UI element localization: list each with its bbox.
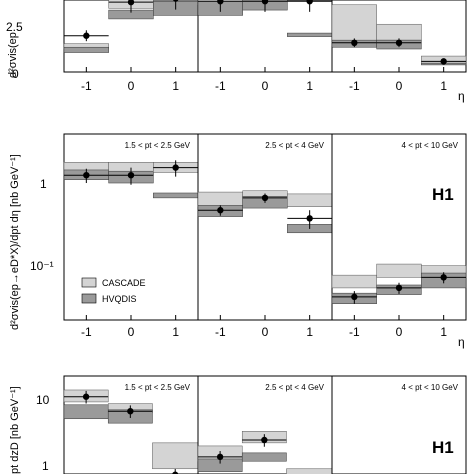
bottom-ytick-1: 1 (42, 459, 49, 473)
eta-tick-middle-2-1: 0 (396, 325, 403, 339)
data-point-bottom-0-0 (82, 393, 90, 400)
data-point-top-1-0 (217, 0, 224, 5)
chart-panels: -1 0 1 -1 0 1 -1 0 1 1.5 < pt < 2.5 GeV -1 0 1 2.5 < … (63, 0, 467, 474)
data-point-bottom-0-2 (172, 471, 179, 474)
data-point-bottom-1-0 (216, 453, 224, 461)
eta-tick-middle-0-1: 0 (128, 325, 135, 339)
data-point-top-2-2 (440, 58, 447, 65)
data-point-middle-1-1 (261, 194, 269, 202)
data-point-middle-2-0 (351, 293, 358, 301)
subpanel-label-bottom-2: 4 < pt < 10 GeV (402, 383, 459, 392)
panel-frame-bottom-2 (331, 375, 467, 474)
eta-axis-label-top: η (458, 89, 465, 103)
data-point-bottom-0-1 (127, 407, 134, 415)
eta-tick-top-2-1: 0 (396, 79, 403, 93)
subpanel-label-middle-0: 1.5 < pt < 2.5 GeV (125, 141, 191, 150)
data-point-bottom-1-1 (261, 436, 268, 444)
eta-tick-top-0-1: 0 (128, 79, 135, 93)
cascade-band-middle-1-0 (197, 191, 243, 207)
eta-tick-middle-2-2: 1 (440, 325, 447, 339)
data-point-middle-1-2 (306, 215, 313, 222)
h1-label-bottom: H1 (432, 438, 454, 457)
legend-swatch-hvqdis (81, 293, 97, 304)
data-point-middle-2-1 (395, 284, 403, 292)
cascade-band-middle-1-2 (287, 193, 333, 207)
eta-tick-middle-0-0: -1 (81, 325, 92, 339)
data-point-top-2-1 (395, 39, 403, 47)
top-ytick-2.5: 2.5 (6, 20, 23, 34)
subpanel-label-middle-2: 4 < pt < 10 GeV (402, 141, 459, 150)
y-axis-label-bottom: pt dzD [nb GeV⁻¹] (9, 386, 21, 474)
panel-frame-middle-0 (63, 133, 199, 321)
cascade-band-middle-2-0 (331, 274, 377, 289)
data-point-top-0-2 (172, 0, 179, 2)
data-point-middle-0-1 (127, 171, 135, 179)
eta-tick-top-1-1: 0 (262, 79, 269, 93)
data-point-middle-0-2 (172, 164, 179, 171)
eta-tick-top-2-0: -1 (349, 79, 360, 93)
data-point-middle-0-0 (83, 171, 90, 179)
data-point-top-1-1 (261, 0, 269, 5)
hvqdis-band-top-1-2 (287, 32, 333, 37)
data-point-top-2-0 (351, 39, 358, 47)
legend-label-hvqdis: HVQDIS (102, 294, 137, 304)
eta-tick-top-0-0: -1 (81, 79, 92, 93)
eta-tick-middle-1-2: 1 (306, 325, 313, 339)
data-point-top-0-0 (83, 32, 90, 39)
y-axis-label-middle: d²σvis(ep→eD*X)/dpt dη [nb GeV⁻¹] (9, 154, 21, 330)
data-point-middle-2-2 (440, 274, 447, 281)
cascade-band-bottom-1-2 (286, 468, 333, 474)
subpanel-label-middle-1: 2.5 < pt < 4 GeV (265, 141, 324, 150)
eta-tick-middle-0-2: 1 (172, 325, 179, 339)
cascade-band-bottom-0-2 (152, 442, 199, 470)
eta-axis-label-middle: η (458, 335, 465, 349)
bottom-ytick-10: 10 (36, 393, 50, 407)
cascade-band-top-2-1 (376, 23, 422, 41)
cascade-band-middle-2-1 (376, 263, 422, 278)
middle-ytick-0.1: 10⁻¹ (30, 259, 54, 273)
legend-swatch-cascade (81, 277, 97, 288)
middle-ytick-1: 1 (40, 177, 47, 191)
hvqdis-band-top-0-0 (63, 46, 109, 53)
h1-label-middle: H1 (432, 185, 454, 204)
subpanel-label-bottom-1: 2.5 < pt < 4 GeV (265, 383, 324, 392)
data-point-top-0-1 (127, 0, 135, 6)
legend-label-cascade: CASCADE (102, 278, 146, 288)
hvqdis-band-bottom-0-0 (63, 404, 109, 420)
eta-tick-top-2-2: 1 (440, 79, 447, 93)
eta-tick-top-1-2: 1 (306, 79, 313, 93)
hvqdis-band-bottom-1-1 (241, 452, 287, 462)
eta-tick-top-1-0: -1 (215, 79, 226, 93)
eta-tick-middle-2-0: -1 (349, 325, 360, 339)
data-point-middle-1-0 (217, 207, 224, 214)
eta-tick-top-0-2: 1 (172, 79, 179, 93)
subpanel-label-bottom-0: 1.5 < pt < 2.5 GeV (125, 383, 191, 392)
eta-tick-middle-1-0: -1 (215, 325, 226, 339)
data-point-top-1-2 (306, 0, 313, 5)
y-axis-label-top: d²σvis(ep (7, 32, 19, 78)
eta-tick-middle-1-1: 0 (262, 325, 269, 339)
hvqdis-band-middle-0-2 (153, 192, 199, 199)
top-ytick-0: 0 (12, 67, 19, 81)
